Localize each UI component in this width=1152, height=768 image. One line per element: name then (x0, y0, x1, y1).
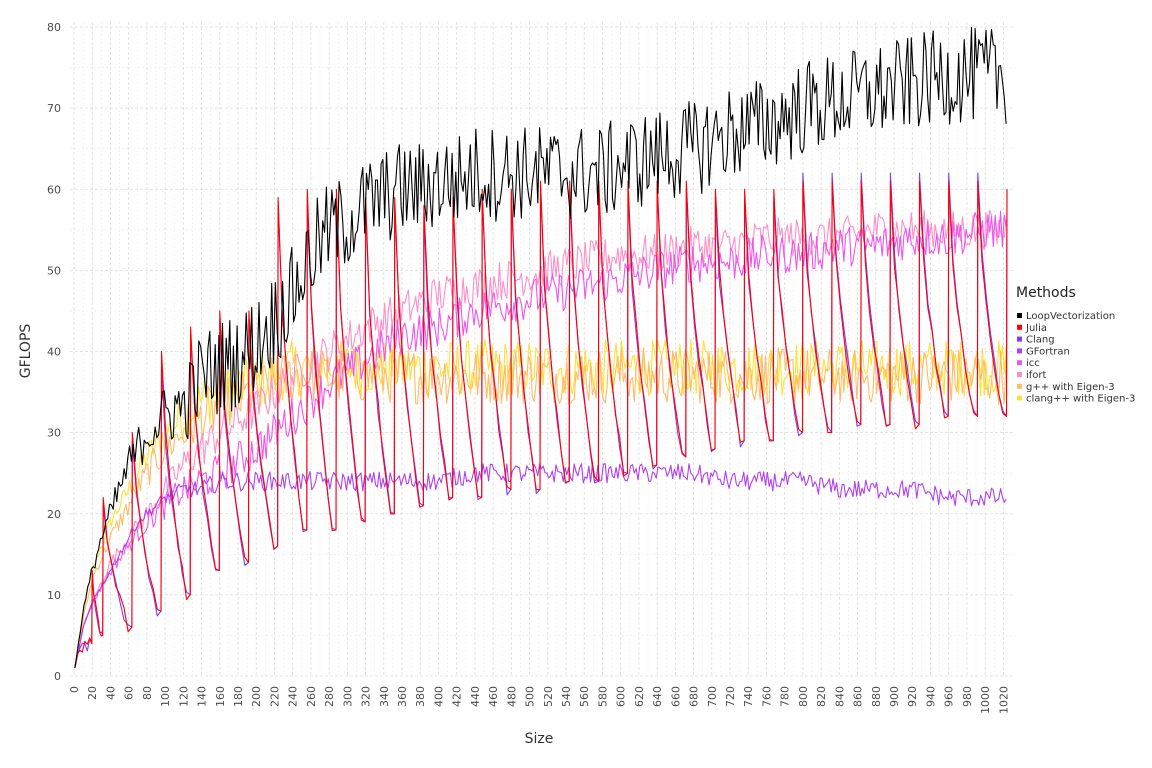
x-tick-label: 880 (870, 686, 883, 707)
x-tick-label: 340 (378, 686, 391, 707)
x-tick-label: 860 (852, 686, 865, 707)
legend-label: clang++ with Eigen-3 (1026, 394, 1135, 405)
x-tick-label: 740 (742, 686, 755, 707)
x-tick-label: 260 (305, 686, 318, 707)
legend-label: Julia (1025, 323, 1047, 334)
y-tick-label: 80 (47, 21, 61, 34)
y-tick-label: 70 (47, 102, 61, 115)
x-tick-label: 680 (688, 686, 701, 707)
y-axis-ticks: 0 10 20 30 40 50 60 70 80 (47, 21, 61, 683)
series-line-loopvectorization (74, 26, 1007, 668)
legend-swatch (1017, 372, 1022, 377)
legend-swatch (1017, 360, 1022, 366)
x-tick-label: 1000 (979, 686, 992, 714)
x-tick-label: 220 (268, 686, 281, 707)
x-tick-label: 320 (360, 686, 373, 707)
legend-swatch (1017, 383, 1022, 389)
x-tick-label: 380 (414, 686, 427, 707)
x-tick-label: 240 (287, 686, 300, 707)
x-tick-label: 900 (888, 686, 901, 707)
y-tick-label: 20 (47, 508, 61, 521)
x-tick-label: 100 (159, 686, 172, 707)
legend-swatch (1017, 313, 1022, 318)
x-tick-label: 80 (141, 686, 154, 700)
x-tick-label: 560 (578, 686, 591, 707)
x-tick-label: 920 (906, 686, 919, 707)
series-line-julia (74, 180, 1008, 668)
y-tick-label: 10 (47, 589, 61, 602)
y-axis-title: GFLOPS (18, 324, 34, 379)
y-tick-label: 30 (47, 427, 61, 440)
x-tick-label: 820 (815, 686, 828, 707)
x-tick-label: 620 (633, 686, 646, 707)
x-tick-label: 520 (542, 686, 555, 707)
x-tick-label: 360 (396, 686, 409, 707)
legend-label: Clang (1026, 335, 1055, 346)
x-axis-ticks: 0 20 40 60 80 100 120 140 160 180 200 220 240 260 280 3… (68, 686, 1010, 714)
series-lines (74, 26, 1008, 669)
x-tick-label: 960 (943, 686, 956, 707)
x-tick-label: 780 (779, 686, 792, 707)
x-tick-label: 140 (196, 686, 209, 707)
y-tick-label: 40 (47, 346, 61, 359)
x-tick-label: 540 (560, 686, 573, 707)
legend-label: ifort (1026, 370, 1047, 381)
x-tick-label: 580 (596, 686, 609, 707)
x-axis-title: Size (525, 731, 554, 747)
x-tick-label: 400 (432, 686, 445, 707)
x-tick-label: 40 (104, 686, 117, 700)
x-tick-label: 840 (833, 686, 846, 707)
x-tick-label: 0 (68, 686, 81, 693)
x-tick-label: 300 (341, 686, 354, 707)
legend-title: Methods (1016, 285, 1076, 301)
x-tick-label: 440 (469, 686, 482, 707)
x-tick-label: 60 (123, 686, 136, 700)
x-tick-label: 640 (651, 686, 664, 707)
x-tick-label: 460 (487, 686, 500, 707)
x-tick-label: 1020 (997, 686, 1010, 714)
x-tick-label: 180 (232, 686, 245, 707)
x-tick-label: 480 (505, 686, 518, 707)
x-tick-label: 700 (706, 686, 719, 707)
x-tick-label: 20 (86, 686, 99, 700)
y-tick-label: 60 (47, 183, 61, 196)
legend-swatch (1017, 324, 1022, 330)
x-tick-label: 760 (760, 686, 773, 707)
x-tick-label: 660 (669, 686, 682, 707)
legend-swatch (1017, 395, 1022, 401)
x-tick-label: 420 (451, 686, 464, 707)
x-tick-label: 120 (177, 686, 190, 707)
legend: Methods LoopVectorizationJuliaClangGFort… (1016, 285, 1135, 405)
legend-label: LoopVectorization (1026, 311, 1115, 322)
x-tick-label: 800 (797, 686, 810, 707)
x-tick-label: 200 (250, 686, 263, 707)
grid (70, 22, 1013, 677)
x-tick-label: 280 (323, 686, 336, 707)
x-tick-label: 160 (214, 686, 227, 707)
series-line-clang (74, 172, 1008, 668)
x-tick-label: 500 (524, 686, 537, 707)
legend-label: g++ with Eigen-3 (1026, 382, 1115, 393)
x-tick-label: 600 (615, 686, 628, 707)
y-tick-label: 50 (47, 264, 61, 277)
legend-label: icc (1026, 358, 1040, 369)
x-tick-label: 940 (924, 686, 937, 707)
x-tick-label: 720 (724, 686, 737, 707)
y-tick-label: 0 (54, 670, 61, 683)
legend-label: GFortran (1026, 346, 1070, 357)
legend-swatch (1017, 336, 1022, 342)
x-tick-label: 980 (961, 686, 974, 707)
legend-swatch (1017, 348, 1022, 354)
